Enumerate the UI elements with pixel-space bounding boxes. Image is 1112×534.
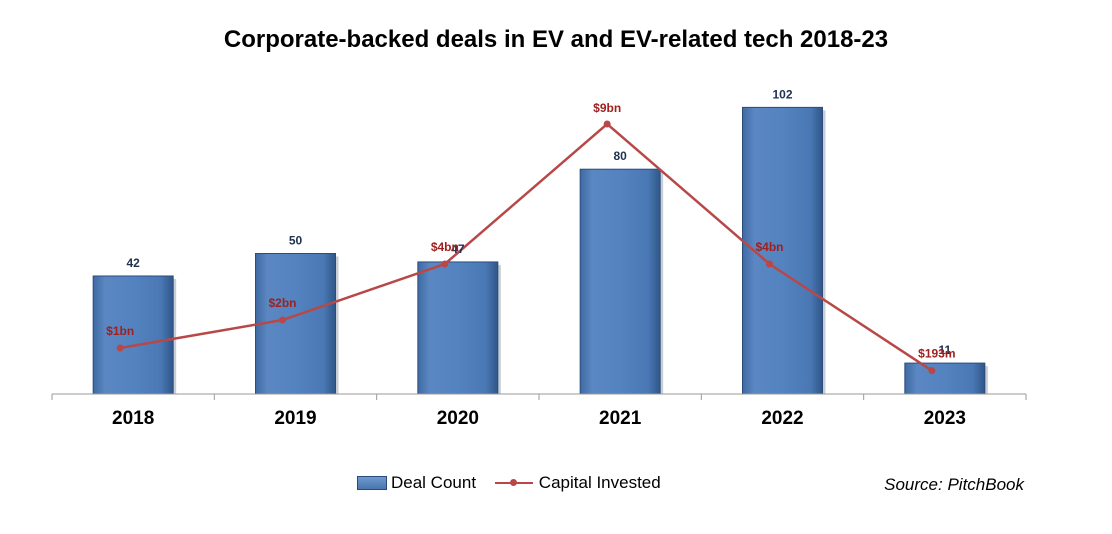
legend-label-capital-invested: Capital Invested (538, 472, 661, 492)
bar (417, 261, 499, 395)
legend-item-capital-invested: Capital Invested (494, 472, 661, 493)
x-tick-label: 2022 (761, 408, 803, 429)
legend-bar-swatch (357, 475, 387, 490)
bars-layer (92, 106, 988, 395)
capital-invested-point (766, 260, 773, 268)
labels-layer: 42 2018 50 2019 47 2020 80 2021 102 2022 11 2023 $1b… (106, 87, 966, 429)
line-value-label: $4bn (755, 240, 783, 254)
x-tick-label: 2019 (274, 408, 316, 429)
capital-invested-point (116, 344, 124, 352)
bar (579, 168, 661, 395)
capital-invested-point (928, 367, 936, 375)
bar-value-label: 102 (772, 87, 792, 101)
line-layer (116, 120, 936, 375)
x-tick-label: 2018 (112, 408, 154, 429)
capital-invested-line (119, 122, 933, 372)
bar-value-label: 47 (451, 242, 465, 256)
x-tick-label: 2020 (437, 408, 479, 429)
bar-value-label: 80 (613, 149, 627, 163)
capital-invested-point (441, 260, 449, 268)
legend: Deal Count Capital Invested (357, 472, 675, 493)
bar-value-label: 50 (289, 234, 303, 248)
line-value-label: $193m (918, 347, 955, 361)
x-tick-label: 2023 (924, 408, 966, 429)
line-value-label: $4bn (431, 240, 459, 254)
legend-line-swatch (494, 478, 533, 486)
bar-value-label: 11 (938, 343, 951, 357)
legend-item-deal-count: Deal Count (357, 473, 476, 493)
line-value-label: $1bn (106, 324, 134, 338)
axis-layer (51, 393, 1027, 400)
bar-value-label: 42 (126, 256, 140, 270)
capital-invested-point (603, 120, 611, 128)
bar (904, 362, 986, 395)
capital-invested-point (279, 316, 286, 324)
x-tick-label: 2021 (599, 408, 642, 429)
chart-title: Corporate-backed deals in EV and EV-rela… (223, 26, 889, 53)
source-note: Source: PitchBook (884, 475, 1024, 494)
line-value-label: $2bn (268, 296, 296, 310)
legend-label-deal-count: Deal Count (391, 472, 477, 492)
line-value-label: $9bn (593, 101, 621, 115)
